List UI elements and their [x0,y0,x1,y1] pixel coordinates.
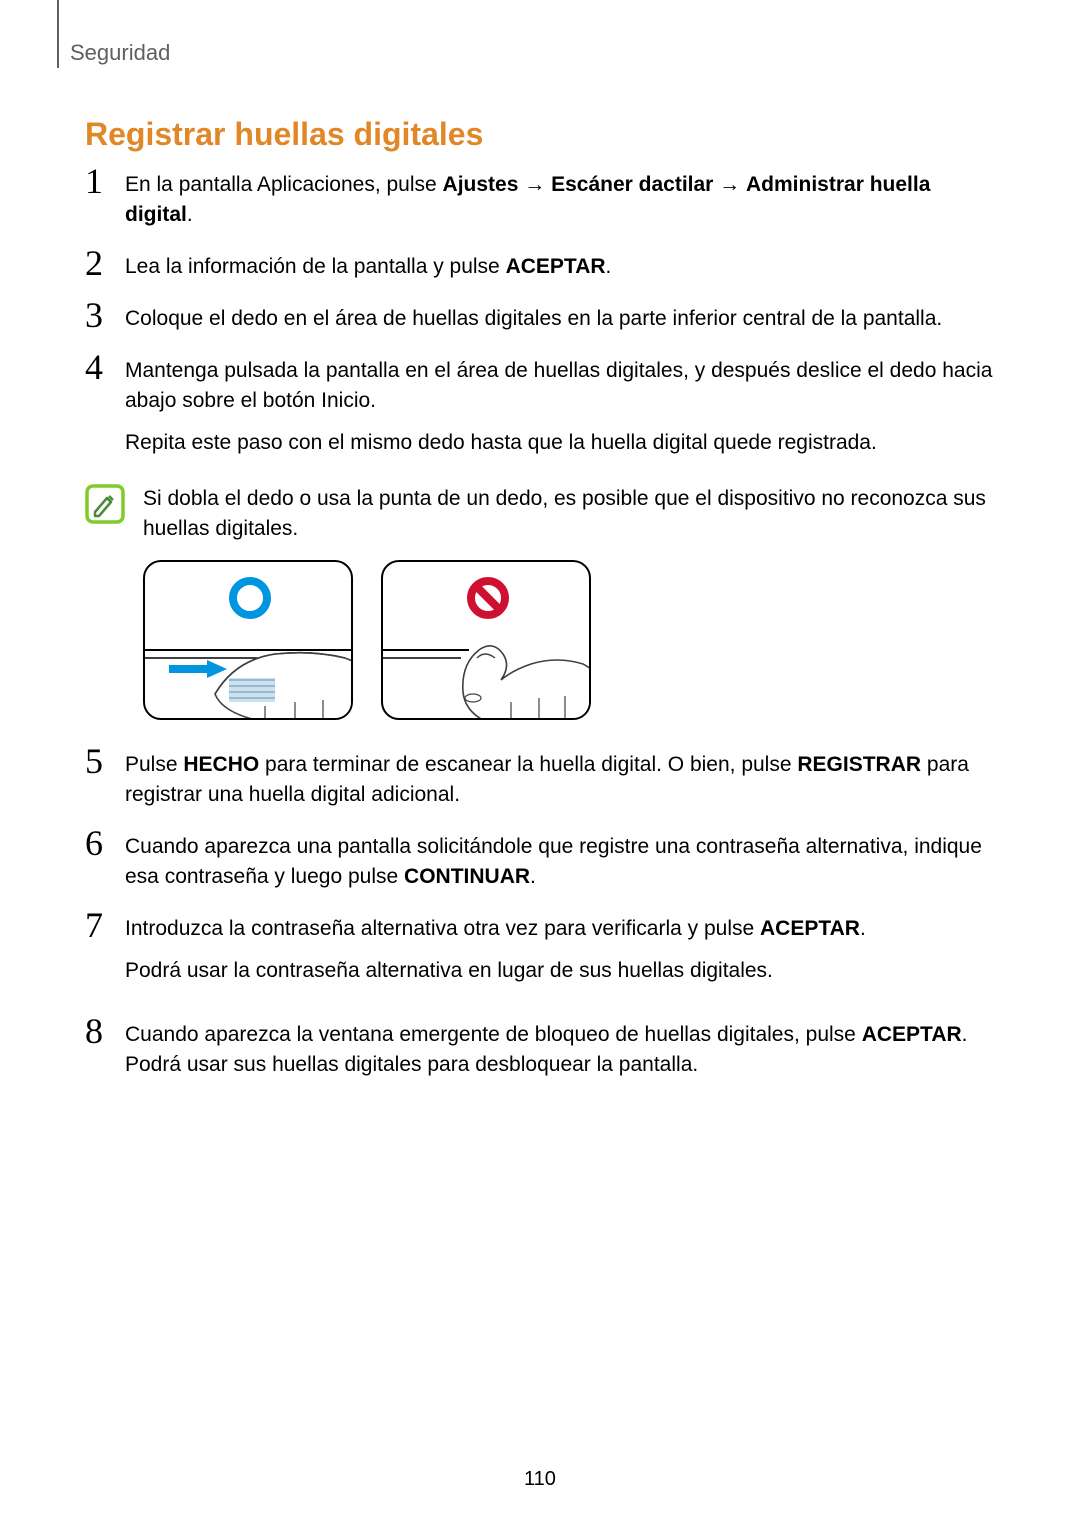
step-number: 5 [85,742,125,780]
note-text: Si dobla el dedo o usa la punta de un de… [143,484,995,544]
step-number: 7 [85,906,125,944]
step-5: 5 Pulse HECHO para terminar de escanear … [85,742,995,810]
step-7: 7 Introduzca la contraseña alternativa o… [85,906,995,998]
step-number: 2 [85,244,125,282]
text: . [187,203,193,226]
step-1: 1 En la pantalla Aplicaciones, pulse Aju… [85,162,995,230]
text-bold: ACEPTAR [760,917,860,940]
text-bold: REGISTRAR [797,753,921,776]
steps-list: 1 En la pantalla Aplicaciones, pulse Aju… [85,162,995,1094]
step-number: 8 [85,1012,125,1050]
step-text: Lea la información de la pantalla y puls… [125,244,611,282]
text: Cuando aparezca la ventana emergente de … [125,1023,862,1046]
note-block: Si dobla el dedo o usa la punta de un de… [85,484,995,544]
step-6: 6 Cuando aparezca una pantalla solicitán… [85,824,995,892]
note-icon [85,484,125,524]
text-bold: Ajustes [443,173,519,196]
illustration-incorrect [381,560,591,720]
step-text: En la pantalla Aplicaciones, pulse Ajust… [125,162,995,230]
step-text: Introduzca la contraseña alternativa otr… [125,906,866,998]
text: para terminar de escanear la huella digi… [259,753,797,776]
text: En la pantalla Aplicaciones, pulse [125,173,443,196]
text: Introduzca la contraseña alternativa otr… [125,917,760,940]
text: Pulse [125,753,183,776]
step-text: Mantenga pulsada la pantalla en el área … [125,348,995,470]
text: → [518,173,551,196]
text: . [860,917,866,940]
step-number: 6 [85,824,125,862]
step-text: Cuando aparezca una pantalla solicitándo… [125,824,995,892]
text: Cuando aparezca una pantalla solicitándo… [125,835,982,888]
illustration-correct [143,560,353,720]
step-2: 2 Lea la información de la pantalla y pu… [85,244,995,282]
text-bold: CONTINUAR [404,865,530,888]
illustration-row [143,560,995,720]
text: Mantenga pulsada la pantalla en el área … [125,356,995,416]
text: . [530,865,536,888]
text: → [713,173,746,196]
step-text: Coloque el dedo en el área de huellas di… [125,296,942,334]
section-header: Seguridad [70,40,170,66]
header-divider [57,0,59,68]
text: . [606,255,612,278]
step-number: 4 [85,348,125,386]
step-4: 4 Mantenga pulsada la pantalla en el áre… [85,348,995,470]
step-text: Pulse HECHO para terminar de escanear la… [125,742,995,810]
text-bold: ACEPTAR [506,255,606,278]
step-3: 3 Coloque el dedo en el área de huellas … [85,296,995,334]
text-bold: Escáner dactilar [551,173,713,196]
text: Podrá usar la contraseña alternativa en … [125,956,866,986]
step-number: 1 [85,162,125,200]
text-bold: ACEPTAR [862,1023,962,1046]
step-text: Cuando aparezca la ventana emergente de … [125,1012,995,1080]
page-number: 110 [0,1468,1080,1491]
text-bold: HECHO [183,753,259,776]
text: Repita este paso con el mismo dedo hasta… [125,428,995,458]
step-number: 3 [85,296,125,334]
step-8: 8 Cuando aparezca la ventana emergente d… [85,1012,995,1080]
text: Coloque el dedo en el área de huellas di… [125,307,942,330]
page-title: Registrar huellas digitales [85,116,483,153]
text: Lea la información de la pantalla y puls… [125,255,506,278]
